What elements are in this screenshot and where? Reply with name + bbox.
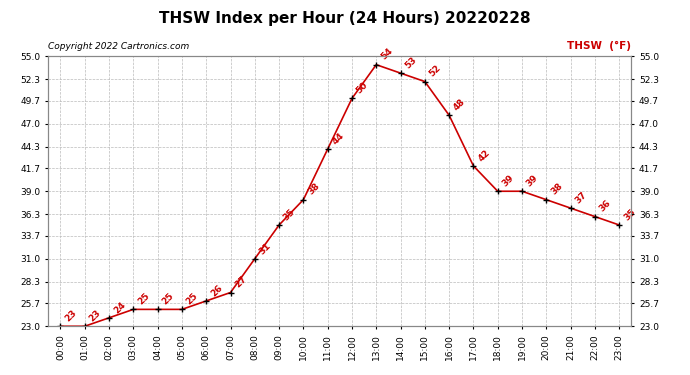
Text: THSW Index per Hour (24 Hours) 20220228: THSW Index per Hour (24 Hours) 20220228 xyxy=(159,11,531,26)
Text: 53: 53 xyxy=(404,55,419,70)
Text: 36: 36 xyxy=(598,199,613,214)
Text: 38: 38 xyxy=(306,182,322,197)
Text: 39: 39 xyxy=(500,173,516,189)
Text: 50: 50 xyxy=(355,81,370,96)
Text: 42: 42 xyxy=(476,148,491,163)
Text: 52: 52 xyxy=(428,64,443,79)
Text: 27: 27 xyxy=(233,274,248,290)
Text: 35: 35 xyxy=(282,207,297,222)
Text: 23: 23 xyxy=(63,308,79,324)
Text: 24: 24 xyxy=(112,300,127,315)
Text: 44: 44 xyxy=(331,131,346,146)
Text: 35: 35 xyxy=(622,207,637,222)
Text: 54: 54 xyxy=(379,46,394,62)
Text: 25: 25 xyxy=(136,291,151,307)
Text: 39: 39 xyxy=(525,173,540,189)
Text: Copyright 2022 Cartronics.com: Copyright 2022 Cartronics.com xyxy=(48,42,190,51)
Text: 48: 48 xyxy=(452,97,467,112)
Text: 25: 25 xyxy=(160,291,175,307)
Text: 31: 31 xyxy=(257,241,273,256)
Text: 23: 23 xyxy=(88,308,103,324)
Text: 37: 37 xyxy=(573,190,589,206)
Text: 25: 25 xyxy=(185,291,200,307)
Text: 26: 26 xyxy=(209,283,224,298)
Text: 38: 38 xyxy=(549,182,564,197)
Text: THSW  (°F): THSW (°F) xyxy=(567,41,631,51)
